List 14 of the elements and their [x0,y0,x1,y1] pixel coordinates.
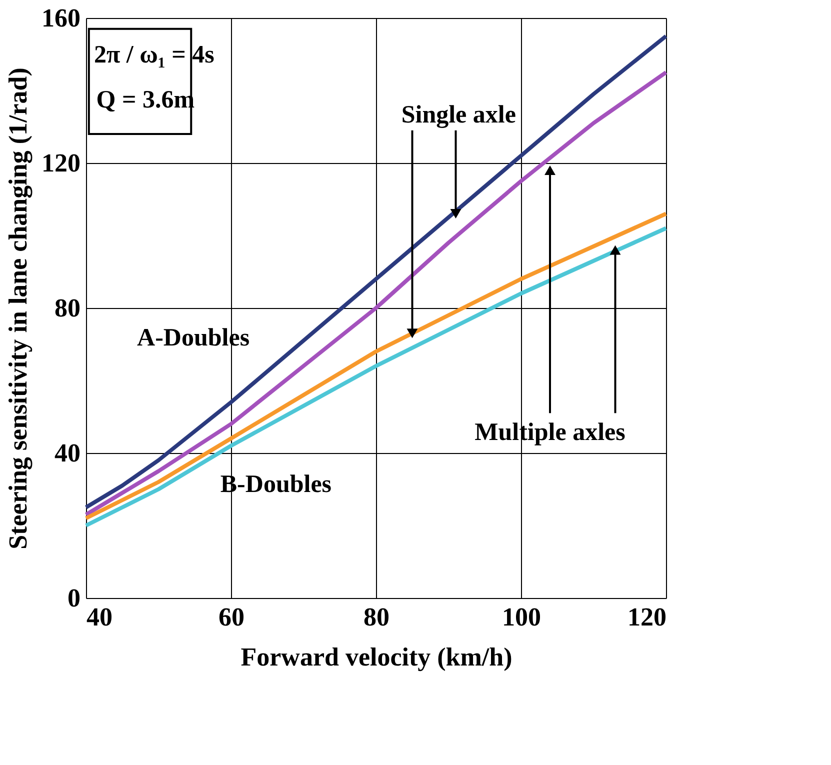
x-tick-label: 120 [628,602,666,632]
annotation: 2π / ω₁ = 4s [94,41,215,68]
x-tick-label: 40 [86,602,112,632]
y-tick-label: 160 [42,4,80,32]
x-tick-label: 80 [364,602,390,632]
y-tick-label: 120 [42,148,80,178]
y-tick-label: 0 [68,584,80,612]
x-axis-title: Forward velocity (km/h) [240,642,512,672]
y-tick-label: 40 [54,438,80,468]
x-tick-label: 100 [502,602,541,632]
y-tick-label: 80 [54,294,80,322]
y-axis-title: Steering sensitivity in lane changing (1/rad) [4,68,32,550]
annotation: Single axle [401,101,516,128]
x-tick-label: 60 [218,602,244,632]
